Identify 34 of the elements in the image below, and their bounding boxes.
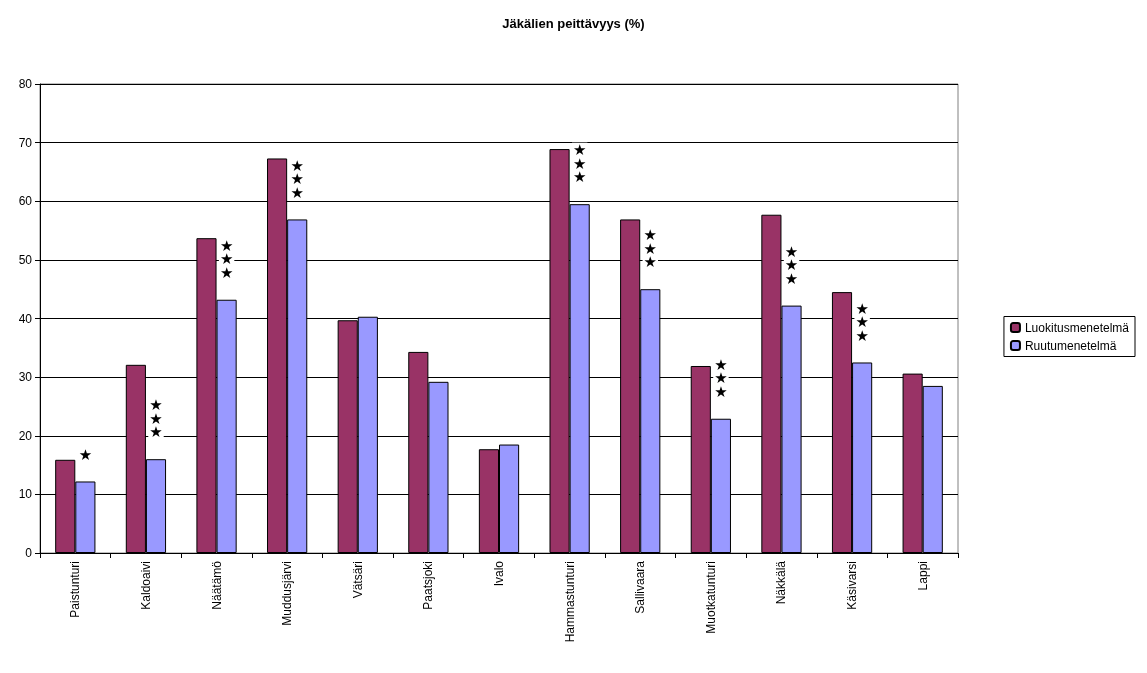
- legend-label: Ruutumenetelmä: [1024, 338, 1117, 353]
- chart-title: Jäkälien peittävyys (%): [502, 16, 645, 31]
- y-tick-label: 40: [18, 311, 33, 326]
- y-tick-label: 70: [18, 135, 33, 150]
- y-tick-label: 0: [25, 546, 33, 560]
- x-tick-label: Muotkatunturi: [703, 561, 718, 634]
- y-tick-label: 60: [18, 194, 33, 209]
- annotation: ★★★: [643, 226, 658, 272]
- x-tick-label: Kaldoaivi: [138, 561, 153, 610]
- annotation: ★: [78, 445, 93, 464]
- x-tick-label: Sallivaara: [633, 560, 648, 614]
- annotation: ★★★: [855, 299, 869, 345]
- x-tick-label: Muddusjärvi: [280, 561, 295, 626]
- x-tick-label: Näkkälä: [774, 560, 789, 605]
- annotation: ★★★: [219, 236, 234, 282]
- y-tick-label: 50: [18, 252, 33, 267]
- x-tick-label: Hammastunturi: [562, 561, 577, 643]
- x-tick-label: Paistunturi: [68, 561, 83, 618]
- y-tick-label: 30: [18, 370, 33, 385]
- x-tick-label: Ivalo: [492, 560, 506, 587]
- y-tick-label: 10: [18, 487, 33, 502]
- y-tick-label: 80: [18, 77, 33, 91]
- y-tick-label: 20: [18, 428, 33, 443]
- annotation: ★★★: [714, 356, 728, 401]
- legend-label: Luokitusmenetelmä: [1024, 320, 1130, 335]
- x-tick-label: Käsivarsi: [845, 561, 860, 610]
- annotation: ★★★: [290, 156, 304, 202]
- x-tick-label: Lappi: [915, 561, 930, 591]
- x-tick-label: Vätsäri: [350, 561, 365, 599]
- annotation: ★★ ★: [149, 396, 163, 442]
- annotation: ★★★: [572, 141, 587, 187]
- x-tick-label: Paatsjoki: [421, 561, 436, 610]
- x-tick-label: Näätämö: [209, 560, 224, 610]
- annotation: ★★★: [784, 242, 799, 288]
